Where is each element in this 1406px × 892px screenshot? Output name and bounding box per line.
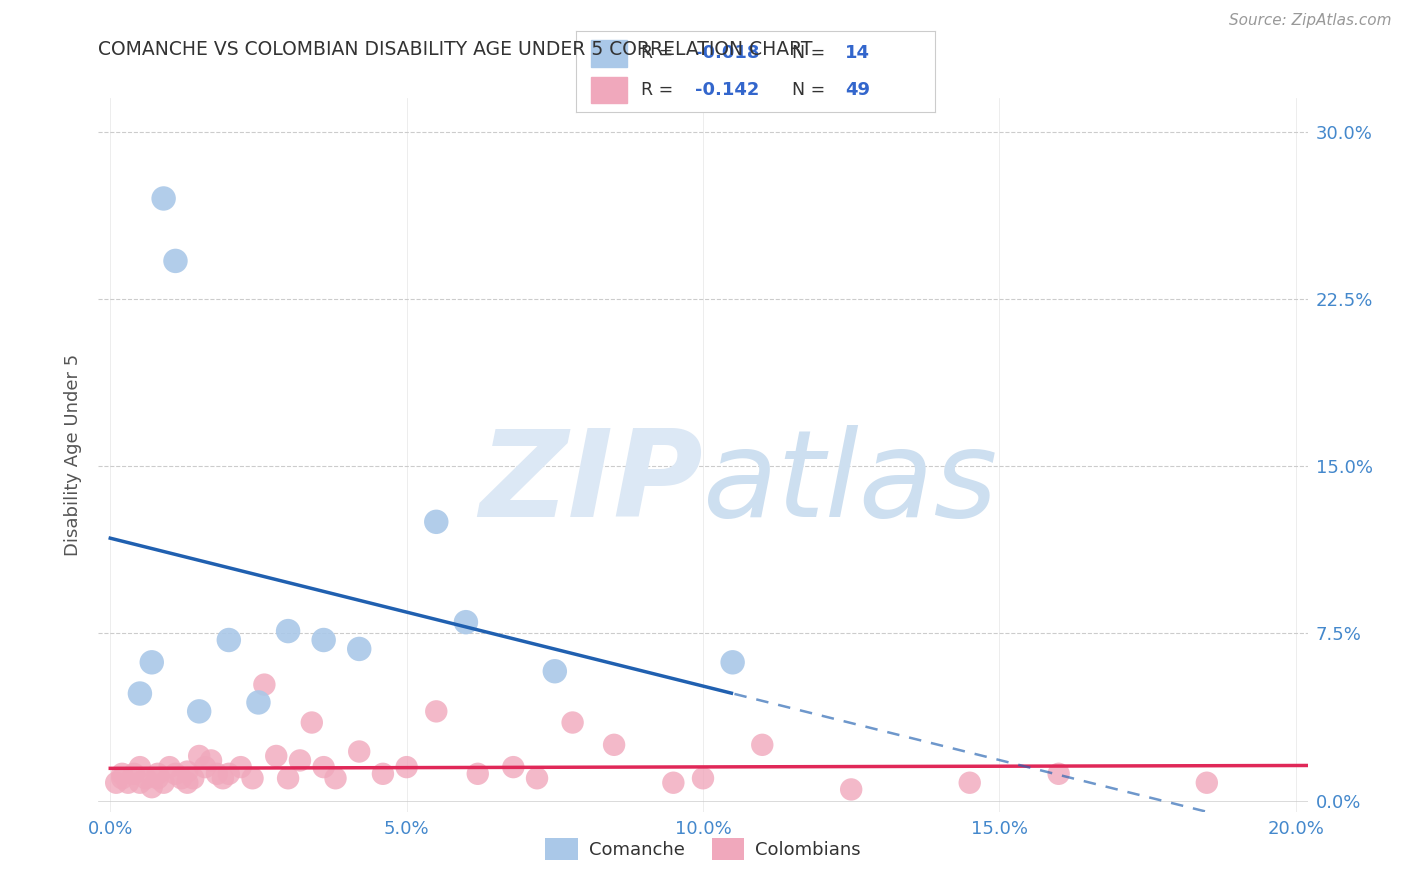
Text: -0.142: -0.142 [695,81,759,99]
Point [212,771,235,786]
Point [165,766,187,781]
Text: N =: N = [792,45,831,62]
Point [253,678,276,692]
Point [454,615,477,630]
Point [425,515,447,529]
Point [247,696,270,710]
Point [839,782,862,797]
Point [1047,766,1070,781]
Point [603,738,626,752]
Point [218,766,240,781]
Point [181,771,204,786]
Point [721,655,744,669]
Point [395,760,418,774]
Point [229,760,252,774]
Point [218,633,240,648]
Point [347,744,370,758]
Point [347,642,370,657]
Point [561,715,583,730]
Point [111,766,134,781]
Point [188,749,211,764]
Bar [591,77,627,103]
Point [176,775,198,790]
Point [170,771,193,786]
Point [277,624,299,639]
Point [264,749,287,764]
Point [312,633,335,648]
Point [425,705,447,719]
Point [146,771,169,786]
Point [371,766,394,781]
Point [277,771,299,786]
Point [188,705,211,719]
Point [194,760,217,774]
Point [502,760,524,774]
Text: -0.018: -0.018 [695,45,759,62]
Text: 49: 49 [845,81,870,99]
Text: COMANCHE VS COLOMBIAN DISABILITY AGE UNDER 5 CORRELATION CHART: COMANCHE VS COLOMBIAN DISABILITY AGE UND… [98,40,813,59]
Point [467,766,489,781]
Point [301,715,323,730]
Point [105,775,128,790]
Point [662,775,685,790]
Text: atlas: atlas [703,425,998,542]
Point [200,753,222,767]
Point [325,771,347,786]
Point [959,775,981,790]
Point [152,192,174,206]
Point [159,760,181,774]
Point [129,775,152,790]
Point [1195,775,1218,790]
Text: ZIP: ZIP [479,425,703,542]
Point [165,254,187,268]
Point [146,766,169,781]
Point [129,760,152,774]
Point [544,664,567,678]
Point [205,766,228,781]
Point [692,771,714,786]
Point [117,775,139,790]
Text: Source: ZipAtlas.com: Source: ZipAtlas.com [1229,13,1392,29]
Point [312,760,335,774]
Point [152,775,174,790]
Point [176,764,198,779]
Point [141,780,163,794]
Point [242,771,264,786]
Point [141,655,163,669]
Point [751,738,773,752]
Point [129,687,152,701]
Point [526,771,548,786]
Text: 14: 14 [845,45,870,62]
Text: N =: N = [792,81,831,99]
Point [122,766,145,781]
Text: R =: R = [641,81,679,99]
Legend: Comanche, Colombians: Comanche, Colombians [538,830,868,867]
Point [111,771,134,786]
Point [288,753,311,767]
Point [135,771,157,786]
Bar [591,40,627,67]
Text: R =: R = [641,45,679,62]
Y-axis label: Disability Age Under 5: Disability Age Under 5 [65,354,83,556]
